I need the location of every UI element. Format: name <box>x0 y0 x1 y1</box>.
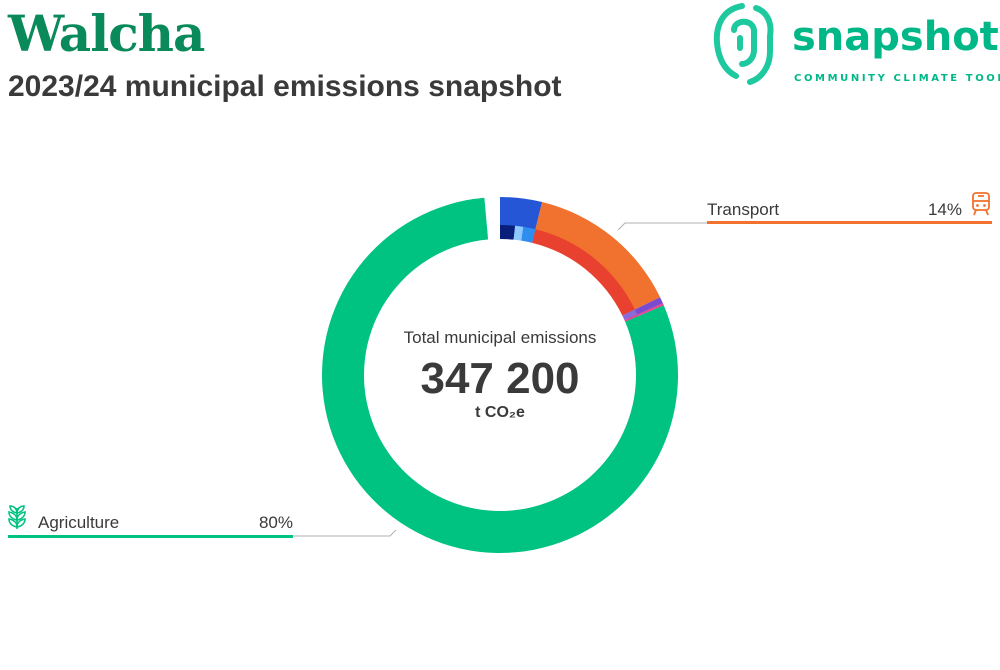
donut-inner-segment-3 <box>532 229 635 316</box>
donut-center-total: 347 200 <box>420 354 580 403</box>
logo-wordmark: snapshot <box>792 14 999 60</box>
snapshot-logo: snapshot COMMUNITY CLIMATE TOOL <box>712 0 1000 92</box>
donut-outer-segment-1 <box>533 202 661 314</box>
agriculture-underline <box>8 535 293 538</box>
transport-underline <box>707 221 992 224</box>
wheat-icon <box>8 505 26 529</box>
transport-label: Transport <box>707 200 780 219</box>
donut-inner-segment-4 <box>622 309 638 321</box>
donut-center-caption: Total municipal emissions <box>403 328 597 347</box>
page-subtitle: 2023/24 municipal emissions snapshot <box>8 70 562 103</box>
donut-inner-segment-1 <box>513 225 524 241</box>
fingerprint-icon <box>713 3 774 85</box>
donut-inner-segment-5 <box>624 314 639 322</box>
agriculture-percent: 80% <box>258 513 293 532</box>
transport-percent: 14% <box>927 200 962 219</box>
transport-connector <box>617 222 707 231</box>
donut-center-unit: t CO₂e <box>475 404 525 421</box>
train-icon <box>972 192 990 216</box>
agriculture-connector <box>293 529 397 537</box>
logo-tagline: COMMUNITY CLIMATE TOOL <box>794 73 1000 84</box>
page-title: Walcha <box>8 4 205 63</box>
agriculture-label: Agriculture <box>38 513 120 532</box>
donut-inner-segment-0 <box>500 225 516 240</box>
donut-inner-segment-2 <box>521 226 536 243</box>
